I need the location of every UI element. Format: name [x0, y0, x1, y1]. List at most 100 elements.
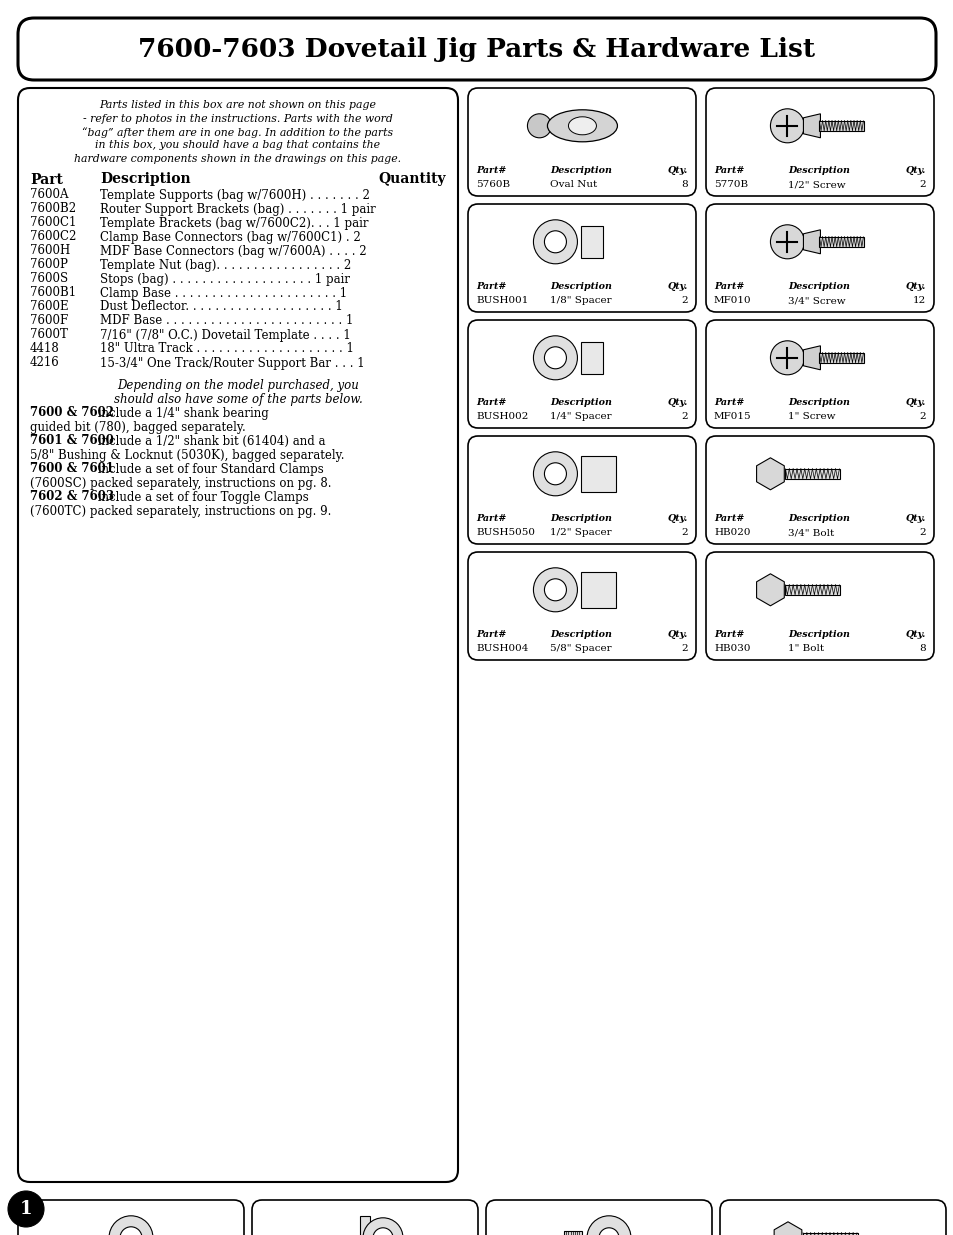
Text: (7600SC) packed separately, instructions on pg. 8.: (7600SC) packed separately, instructions…	[30, 477, 331, 489]
Text: Part#: Part#	[713, 282, 743, 291]
Text: Qty.: Qty.	[667, 514, 687, 522]
Text: 7600F: 7600F	[30, 315, 69, 327]
Polygon shape	[802, 114, 820, 138]
Text: - refer to photos in the instructions. Parts with the word: - refer to photos in the instructions. P…	[83, 114, 393, 124]
Text: 5760B: 5760B	[476, 180, 510, 189]
Text: Qty.: Qty.	[667, 282, 687, 291]
Text: 7600T: 7600T	[30, 329, 68, 342]
Text: 2: 2	[919, 412, 925, 421]
Text: 18" Ultra Track . . . . . . . . . . . . . . . . . . . . 1: 18" Ultra Track . . . . . . . . . . . . …	[100, 342, 354, 356]
Text: Quantity: Quantity	[378, 173, 446, 186]
Text: 4418: 4418	[30, 342, 60, 356]
Text: include a set of four Standard Clamps: include a set of four Standard Clamps	[93, 462, 323, 475]
Text: Description: Description	[787, 165, 849, 175]
Text: should also have some of the parts below.: should also have some of the parts below…	[113, 393, 362, 405]
Text: include a set of four Toggle Clamps: include a set of four Toggle Clamps	[93, 490, 308, 504]
Text: “bag” after them are in one bag. In addition to the parts: “bag” after them are in one bag. In addi…	[82, 127, 394, 138]
Text: 7600E: 7600E	[30, 300, 69, 314]
Circle shape	[373, 1228, 393, 1235]
Text: Template Brackets (bag w/7600C2). . . 1 pair: Template Brackets (bag w/7600C2). . . 1 …	[100, 216, 368, 230]
Text: BUSH004: BUSH004	[476, 643, 528, 653]
Bar	[580, 226, 603, 258]
Ellipse shape	[547, 110, 617, 142]
Text: Description: Description	[100, 173, 191, 186]
Text: Part#: Part#	[713, 630, 743, 638]
FancyBboxPatch shape	[705, 552, 933, 659]
Circle shape	[770, 225, 803, 259]
Text: Description: Description	[787, 514, 849, 522]
Text: MF015: MF015	[713, 412, 751, 421]
Text: Description: Description	[787, 282, 849, 291]
Circle shape	[544, 463, 566, 485]
Text: 1/4" Spacer: 1/4" Spacer	[550, 412, 611, 421]
Circle shape	[533, 568, 577, 611]
Text: BUSH5050: BUSH5050	[476, 529, 535, 537]
Text: 8: 8	[680, 180, 687, 189]
Text: HB020: HB020	[713, 529, 750, 537]
Bar	[563, 1231, 581, 1235]
Text: Qty.: Qty.	[904, 514, 925, 522]
Text: Qty.: Qty.	[904, 165, 925, 175]
Bar	[784, 585, 840, 595]
Text: 2: 2	[680, 529, 687, 537]
FancyBboxPatch shape	[468, 552, 696, 659]
Bar	[802, 1233, 857, 1235]
Text: 7601 & 7600: 7601 & 7600	[30, 435, 113, 447]
Text: Qty.: Qty.	[904, 282, 925, 291]
Text: 2: 2	[919, 529, 925, 537]
Text: Qty.: Qty.	[904, 398, 925, 408]
Text: 1: 1	[20, 1200, 32, 1218]
FancyBboxPatch shape	[252, 1200, 477, 1235]
Text: Part#: Part#	[713, 514, 743, 522]
FancyBboxPatch shape	[705, 436, 933, 543]
Text: Clamp Base Connectors (bag w/7600C1) . 2: Clamp Base Connectors (bag w/7600C1) . 2	[100, 231, 360, 243]
Text: 2: 2	[919, 180, 925, 189]
Text: 7600C1: 7600C1	[30, 216, 76, 230]
Text: BUSH001: BUSH001	[476, 296, 528, 305]
Circle shape	[109, 1215, 152, 1235]
Text: 1/2" Spacer: 1/2" Spacer	[550, 529, 611, 537]
FancyBboxPatch shape	[468, 320, 696, 429]
Bar	[580, 572, 616, 608]
FancyBboxPatch shape	[468, 204, 696, 312]
Text: Part#: Part#	[476, 398, 506, 408]
Text: Qty.: Qty.	[904, 630, 925, 638]
Text: Part#: Part#	[713, 398, 743, 408]
Text: 2: 2	[680, 643, 687, 653]
Text: MDF Base . . . . . . . . . . . . . . . . . . . . . . . . 1: MDF Base . . . . . . . . . . . . . . . .…	[100, 315, 353, 327]
Text: Description: Description	[550, 165, 611, 175]
FancyBboxPatch shape	[705, 88, 933, 196]
Circle shape	[533, 336, 577, 380]
Text: 5/8" Spacer: 5/8" Spacer	[550, 643, 611, 653]
Text: Template Supports (bag w/7600H) . . . . . . . 2: Template Supports (bag w/7600H) . . . . …	[100, 189, 370, 201]
Text: 1/8" Spacer: 1/8" Spacer	[550, 296, 611, 305]
Text: Qty.: Qty.	[667, 398, 687, 408]
Text: Dust Deflector. . . . . . . . . . . . . . . . . . . . 1: Dust Deflector. . . . . . . . . . . . . …	[100, 300, 342, 314]
Text: 7/16" (7/8" O.C.) Dovetail Template . . . . 1: 7/16" (7/8" O.C.) Dovetail Template . . …	[100, 329, 351, 342]
Text: Router Support Brackets (bag) . . . . . . . 1 pair: Router Support Brackets (bag) . . . . . …	[100, 203, 375, 215]
Text: 4216: 4216	[30, 357, 60, 369]
Text: 7600C2: 7600C2	[30, 231, 76, 243]
FancyBboxPatch shape	[720, 1200, 945, 1235]
Text: 7600 & 7601: 7600 & 7601	[30, 462, 113, 475]
Circle shape	[527, 114, 551, 138]
FancyBboxPatch shape	[18, 1200, 244, 1235]
Circle shape	[363, 1218, 402, 1235]
Circle shape	[770, 341, 803, 374]
FancyBboxPatch shape	[468, 88, 696, 196]
Polygon shape	[756, 458, 783, 490]
Text: include a 1/2" shank bit (61404) and a: include a 1/2" shank bit (61404) and a	[93, 435, 325, 447]
Circle shape	[533, 220, 577, 264]
FancyBboxPatch shape	[705, 320, 933, 429]
Bar	[359, 1215, 370, 1235]
Text: Depending on the model purchased, you: Depending on the model purchased, you	[117, 378, 358, 391]
Text: 7600S: 7600S	[30, 273, 68, 285]
Circle shape	[770, 109, 803, 143]
Text: Description: Description	[550, 514, 611, 522]
Text: 7600P: 7600P	[30, 258, 68, 272]
Text: guided bit (780), bagged separately.: guided bit (780), bagged separately.	[30, 420, 246, 433]
Bar	[819, 237, 863, 247]
Circle shape	[598, 1228, 618, 1235]
Circle shape	[120, 1226, 142, 1235]
Text: 7600B2: 7600B2	[30, 203, 76, 215]
